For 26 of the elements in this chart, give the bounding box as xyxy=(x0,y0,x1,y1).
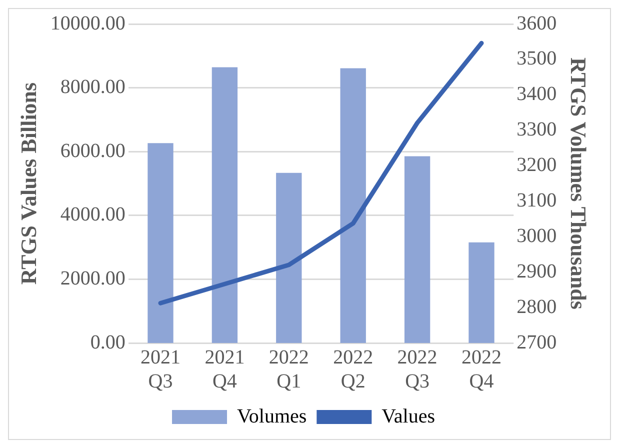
y2-tick-label: 2700 xyxy=(516,331,557,354)
y2-tick-label: 2900 xyxy=(516,260,557,282)
y2-tick-label: 3400 xyxy=(516,83,557,106)
y2-axis-title: RTGS Volumes Thousands xyxy=(566,58,592,310)
x-tick-label: 2022 Q2 xyxy=(333,346,374,392)
y-axis-title: RTGS Values Billions xyxy=(16,82,41,285)
y2-tick-label: 3300 xyxy=(516,118,557,141)
y-tick-label: 10000.00 xyxy=(50,12,126,34)
y-tick-label: 2000.00 xyxy=(60,267,126,290)
y-tick-label: 0.00 xyxy=(90,331,126,354)
y2-tick-label: 3200 xyxy=(516,154,557,176)
y-tick-label: 8000.00 xyxy=(60,76,126,98)
y-tick-label: 6000.00 xyxy=(60,140,126,162)
x-tick-label: 2022 Q1 xyxy=(268,346,309,392)
y2-tick-label: 3000 xyxy=(516,224,557,247)
x-tick-label: 2021 Q3 xyxy=(140,346,180,392)
y2-tick-label: 3600 xyxy=(516,12,557,34)
y2-tick-label: 3500 xyxy=(516,48,557,70)
x-tick-label: 2022 Q3 xyxy=(397,346,438,392)
y-tick-label: 4000.00 xyxy=(60,204,126,226)
y2-tick-label: 3100 xyxy=(516,189,557,212)
legend-label: Volumes xyxy=(237,405,307,428)
x-tick-label: 2022 Q4 xyxy=(462,346,502,392)
y2-tick-label: 2800 xyxy=(516,296,557,318)
legend-label: Values xyxy=(382,405,436,428)
x-tick-label: 2021 Q4 xyxy=(204,346,245,392)
